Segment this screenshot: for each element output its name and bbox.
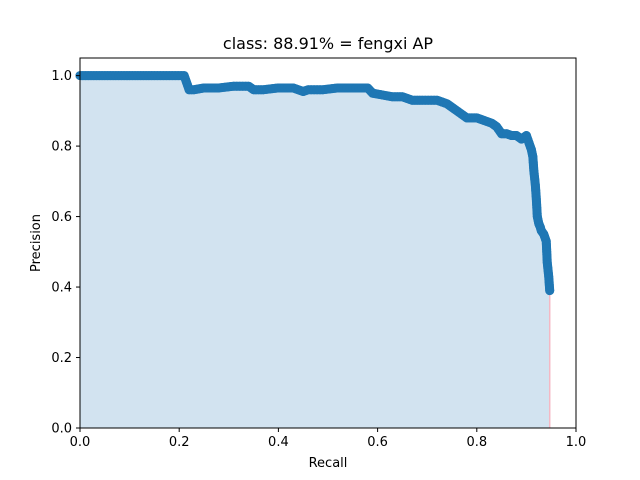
x-tick-label: 0.0 xyxy=(70,435,91,450)
x-tick-label: 1.0 xyxy=(566,435,587,450)
x-axis-ticks: 0.0 0.2 0.4 0.6 0.8 1.0 xyxy=(70,428,587,450)
plot-area xyxy=(75,71,555,428)
x-axis-label: Recall xyxy=(309,456,348,471)
x-tick-label: 0.8 xyxy=(466,435,487,450)
area-fill xyxy=(80,75,550,428)
y-tick-label: 0.4 xyxy=(51,281,72,296)
y-tick-label: 1.0 xyxy=(51,69,72,84)
x-tick-label: 0.2 xyxy=(169,435,190,450)
x-tick-label: 0.6 xyxy=(367,435,388,450)
y-tick-label: 0.0 xyxy=(51,422,72,437)
y-tick-label: 0.2 xyxy=(51,351,72,366)
y-axis-ticks: 0.0 0.2 0.4 0.6 0.8 1.0 xyxy=(51,69,80,437)
y-tick-label: 0.6 xyxy=(51,210,72,225)
chart-title: class: 88.91% = fengxi AP xyxy=(223,34,434,53)
y-tick-label: 0.8 xyxy=(51,140,72,155)
pr-curve-markers xyxy=(75,71,555,296)
y-axis-label: Precision xyxy=(29,214,44,272)
data-point xyxy=(545,286,555,296)
axes-border xyxy=(79,57,577,429)
x-tick-label: 0.4 xyxy=(268,435,289,450)
axes-frame xyxy=(79,57,577,429)
